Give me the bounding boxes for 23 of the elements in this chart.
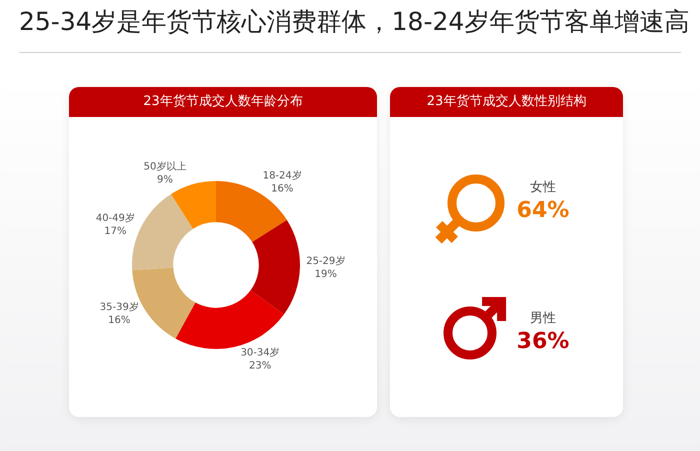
data-label: 17% (104, 226, 126, 237)
chart-title: 23年货节成交人数年龄分布 (69, 87, 377, 117)
slice-label: 35-39岁 (100, 301, 139, 314)
text: 36% (516, 329, 570, 354)
donut-slice (132, 194, 194, 270)
text: 25-34岁是年货节核心消费群体，18-24岁年货节客单增速高 (19, 6, 690, 38)
data-label: 19% (314, 269, 337, 280)
text: 23年货节成交人数性别结构 (390, 87, 623, 117)
donut-slice (250, 220, 300, 314)
category-label: 男性 (529, 310, 557, 328)
slice-label: 25-29岁 (306, 255, 346, 268)
donut-slice (176, 290, 284, 349)
slice-label: 18-24岁 (262, 169, 302, 182)
data-label: 23% (248, 360, 272, 372)
slice-label: 30-34岁 (240, 346, 280, 358)
category-label: 女性 (529, 179, 557, 197)
text: 64% (516, 198, 570, 223)
donut-slice (170, 180, 216, 229)
slice-label: 50岁以上 (144, 160, 186, 172)
data-label: 16% (108, 315, 130, 326)
data-label: 16% (271, 183, 294, 194)
slice-label: 40-49岁 (96, 212, 135, 224)
data-label: 9% (157, 174, 173, 186)
